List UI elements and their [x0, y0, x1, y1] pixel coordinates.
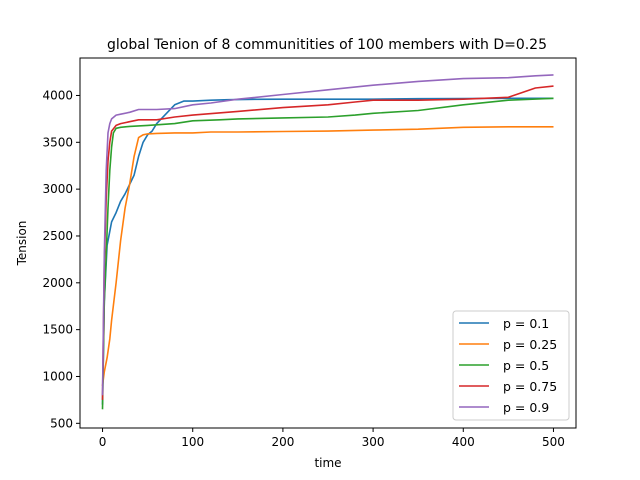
plot-lines: [101, 74, 554, 410]
legend-entries: p = 0.1 p = 0.25 p = 0.5 p = 0.75 p = 0.9: [459, 316, 557, 415]
y-tick-label: 500: [50, 416, 73, 430]
series-line: [101, 74, 554, 396]
x-tick-label: 100: [181, 435, 204, 449]
x-axis-label: time: [314, 456, 341, 470]
legend-box: [452, 310, 570, 421]
series-line: [101, 97, 554, 410]
y-tick-label: 3500: [42, 135, 73, 149]
legend-label: p = 0.9: [503, 400, 549, 415]
y-tick-label: 1000: [42, 369, 73, 383]
y-ticks: 500 1000 1500 2000 2500 3000 3500 4000: [42, 88, 80, 430]
x-tick-label: 0: [99, 435, 107, 449]
legend-label: p = 0.1: [503, 316, 549, 331]
plot-frame: [79, 57, 577, 429]
series-line: [101, 85, 554, 400]
x-ticks: 0 100 200 300 400 500: [99, 428, 565, 449]
x-tick-label: 300: [362, 435, 385, 449]
y-tick-label: 2000: [42, 276, 73, 290]
series-line: [101, 97, 554, 405]
x-tick-label: 200: [271, 435, 294, 449]
y-tick-label: 2500: [42, 229, 73, 243]
y-tick-label: 1500: [42, 323, 73, 337]
y-tick-label: 4000: [42, 88, 73, 102]
x-tick-label: 400: [452, 435, 475, 449]
series-line: [101, 126, 554, 386]
legend-label: p = 0.5: [503, 358, 549, 373]
legend-label: p = 0.25: [503, 337, 557, 352]
chart-title: global Tenion of 8 communitities of 100 …: [107, 37, 547, 53]
legend-label: p = 0.75: [503, 379, 557, 394]
x-tick-label: 500: [542, 435, 565, 449]
y-axis-label: Tension: [15, 221, 29, 267]
legend: p = 0.1 p = 0.25 p = 0.5 p = 0.75 p = 0.9: [452, 310, 570, 421]
y-tick-label: 3000: [42, 182, 73, 196]
